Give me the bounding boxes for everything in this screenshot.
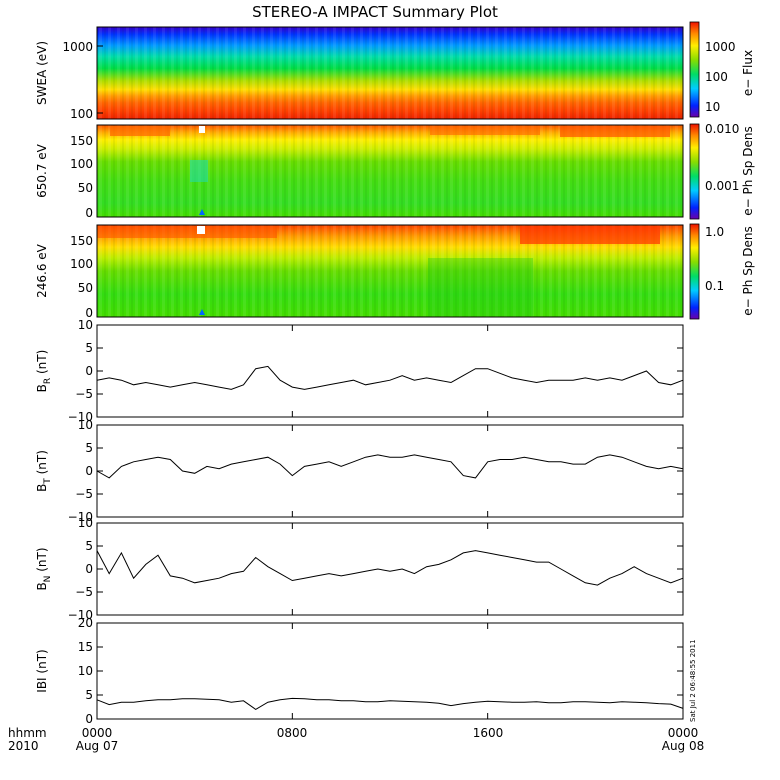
bmag-frame	[96, 622, 684, 720]
bmag-ytick-label: 15	[78, 640, 93, 654]
bt-panel: 10 5 0 −5 −10 BT (nT)	[35, 418, 684, 524]
bmag-ytick-label: 10	[78, 664, 93, 678]
pad246-shift-band	[428, 258, 533, 316]
bn-ylabel: BN (nT)	[35, 547, 53, 590]
bt-ytick-label: 5	[85, 441, 93, 455]
pad650-cyan-patch	[190, 160, 208, 182]
x-date-end: Aug 08	[662, 739, 705, 753]
swea-ytick-100: 100	[70, 107, 93, 121]
pad650-ytick-100: 100	[70, 157, 93, 171]
swea-streaks	[97, 27, 683, 119]
bn-ytick-label: 0	[85, 562, 93, 576]
pad650-cbar-tick-0: 0.010	[705, 122, 739, 136]
pad246-colorbar	[689, 223, 700, 320]
br-frame	[96, 324, 684, 418]
bmag-ytick-label: 5	[85, 688, 93, 702]
pad650-hot-band-3	[560, 126, 670, 137]
pad246-cbar-label: e− Ph Sp Dens	[741, 226, 755, 315]
br-ylabel: BR (nT)	[35, 350, 53, 393]
pad650-hot-band-2	[430, 126, 540, 135]
bt-ytick-label: 10	[78, 418, 93, 432]
bmag-ylabel: IBI (nT)	[35, 649, 49, 692]
plot-title: STEREO-A IMPACT Summary Plot	[252, 3, 498, 21]
bn-ytick-label: −5	[75, 585, 93, 599]
pad650-cbar-label: e− Ph Sp Dens	[741, 126, 755, 215]
pad246-cbar-tick-0: 1.0	[705, 225, 724, 239]
swea-frame	[96, 26, 684, 120]
x-year-label: 2010	[8, 739, 39, 753]
bn-ytick-label: −10	[68, 608, 93, 622]
bn-series-line	[96, 550, 684, 586]
br-ytick-label: −5	[75, 387, 93, 401]
pad246-gap	[197, 226, 205, 234]
pad650-colorbar	[689, 123, 700, 220]
bmag-series-line	[96, 697, 684, 710]
pad650-hot-band-1	[110, 126, 170, 136]
bt-series-line	[96, 454, 684, 479]
bmag-ytick-label: 0	[85, 712, 93, 726]
pad246-hot-band-2	[520, 226, 660, 244]
bn-panel: 10 5 0 −5 −10 BN (nT)	[35, 516, 684, 622]
pad246-frame	[96, 224, 684, 318]
x-tick-label-1600: 1600	[473, 726, 504, 740]
br-ytick-label: 5	[85, 341, 93, 355]
br-ytick-label: 10	[78, 318, 93, 332]
br-panel: 10 5 0 −5 −10 BR (nT)	[35, 318, 684, 424]
pad246-hot-band-1	[97, 226, 277, 238]
x-tick-label-0800: 0800	[277, 726, 308, 740]
pad246-ytick-150: 150	[70, 234, 93, 248]
swea-panel: 1000 100 SWEA (eV) 1000 100 10 e− Flux	[35, 21, 755, 121]
bt-ytick-label: −5	[75, 487, 93, 501]
pad246-ytick-100: 100	[70, 257, 93, 271]
pad246-blue-spot	[199, 309, 205, 315]
pad246-ytick-50: 50	[78, 281, 93, 295]
bmag-ytick-label: 20	[78, 616, 93, 630]
bt-ytick-label: 0	[85, 464, 93, 478]
bn-ytick-label: 5	[85, 539, 93, 553]
swea-cbar-label: e− Flux	[741, 50, 755, 96]
magnetic-field-panels: 10 5 0 −5 −10 BR (nT) 10 5 0 −5 −10 BT (nT) 10 5 0 −5 −1…	[35, 318, 684, 726]
x-axis: 0000 0800 1600 0000 Aug 07 Aug 08 hhmm 2…	[8, 726, 704, 753]
bmag-panel: 20 15 10 5 0 IBI (nT)	[35, 616, 684, 726]
plot-timestamp: Sat Jul 2 06:48:55 2011	[689, 639, 697, 722]
swea-ytick-1000: 1000	[62, 40, 93, 54]
br-ytick-label: −10	[68, 410, 93, 424]
bt-frame	[96, 424, 684, 518]
x-tick-label-end: 0000	[668, 726, 699, 740]
pad246-ytick-0: 0	[85, 306, 93, 320]
bn-frame	[96, 522, 684, 616]
pad246-cbar-tick-1: 0.1	[705, 279, 724, 293]
pad650-streaks	[97, 125, 683, 217]
bt-ylabel: BT (nT)	[35, 450, 53, 492]
x-date-start: Aug 07	[76, 739, 119, 753]
x-format-label: hhmm	[8, 726, 47, 740]
pad246-panel: 150 100 50 0 246.6 eV 1.0 0.1 e− Ph Sp D…	[35, 223, 755, 320]
pad650-blue-spot	[199, 209, 205, 215]
swea-cbar-tick-10: 10	[705, 100, 720, 114]
pad246-ylabel: 246.6 eV	[35, 243, 49, 298]
x-tick-label-start: 0000	[82, 726, 113, 740]
pad650-ytick-0: 0	[85, 206, 93, 220]
swea-cbar-tick-100: 100	[705, 70, 728, 84]
pad650-ylabel: 650.7 eV	[35, 143, 49, 198]
bn-ytick-label: 10	[78, 516, 93, 530]
pad650-gap	[199, 126, 205, 133]
br-series-line	[96, 365, 684, 390]
pad650-cbar-tick-1: 0.001	[705, 179, 739, 193]
swea-colorbar	[689, 21, 700, 118]
pad650-frame	[96, 124, 684, 218]
pad650-ytick-50: 50	[78, 181, 93, 195]
swea-ylabel: SWEA (eV)	[35, 41, 49, 105]
bt-ytick-label: −10	[68, 510, 93, 524]
swea-cbar-tick-1000: 1000	[705, 40, 736, 54]
pad650-ytick-150: 150	[70, 134, 93, 148]
pad650-panel: 150 100 50 0 650.7 eV 0.010 0.001 e− Ph …	[35, 122, 755, 220]
br-ytick-label: 0	[85, 364, 93, 378]
